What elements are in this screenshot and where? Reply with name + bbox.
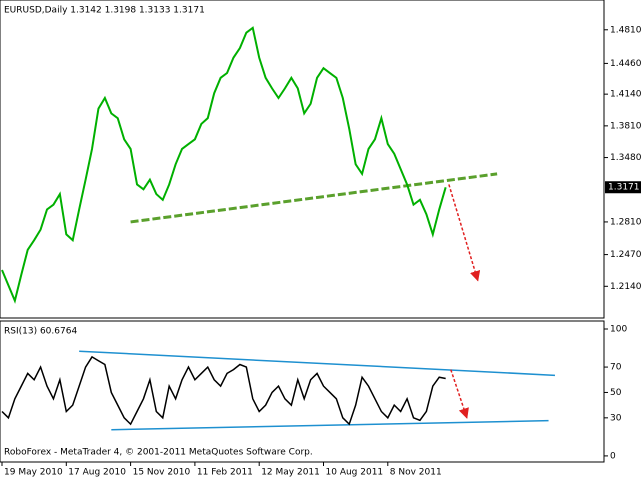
- y-tick-label: 30: [610, 413, 622, 423]
- x-tick-label: 19 May 2010: [4, 468, 63, 478]
- y-tick-label: 1.4140: [610, 90, 642, 100]
- y-tick-label: 1.3810: [610, 121, 642, 131]
- series-line: [1, 26, 447, 304]
- y-tick-label: 1.2140: [610, 282, 642, 292]
- y-tick-label: 1.4460: [610, 59, 642, 69]
- y-tick-label: 50: [610, 388, 622, 398]
- trend-line: [130, 172, 498, 224]
- y-tick-label: 100: [610, 324, 627, 334]
- x-tick-label: 12 May 2011: [261, 468, 320, 478]
- y-tick-label: 0: [610, 451, 616, 461]
- y-tick-label: 1.2810: [610, 217, 642, 227]
- trend-line: [450, 369, 469, 419]
- trend-line: [111, 419, 549, 431]
- rsi-title: RSI(13) 60.6764: [4, 327, 77, 337]
- price-panel: [0, 0, 605, 319]
- y-tick-label: 1.3480: [610, 153, 642, 163]
- trend-line: [448, 184, 481, 282]
- trend-line: [79, 350, 556, 377]
- copyright: RoboForex - MetaTrader 4, © 2001-2011 Me…: [4, 448, 313, 458]
- x-tick-label: 17 Aug 2010: [68, 468, 126, 478]
- y-tick-label: 70: [610, 363, 622, 373]
- x-tick-label: 10 Aug 2011: [326, 468, 384, 478]
- last-price-box: [605, 181, 641, 194]
- x-tick-label: 8 Nov 2011: [390, 468, 442, 478]
- series-line: [1, 355, 446, 426]
- y-tick-label: 1.2470: [610, 250, 642, 260]
- price-title: EURUSD,Daily 1.3142 1.3198 1.3133 1.3171: [4, 6, 205, 16]
- x-tick-label: 11 Feb 2011: [197, 468, 253, 478]
- last-price-label: 1.3171: [608, 183, 640, 193]
- x-tick-label: 15 Nov 2010: [133, 468, 191, 478]
- y-tick-label: 1.4810: [610, 25, 642, 35]
